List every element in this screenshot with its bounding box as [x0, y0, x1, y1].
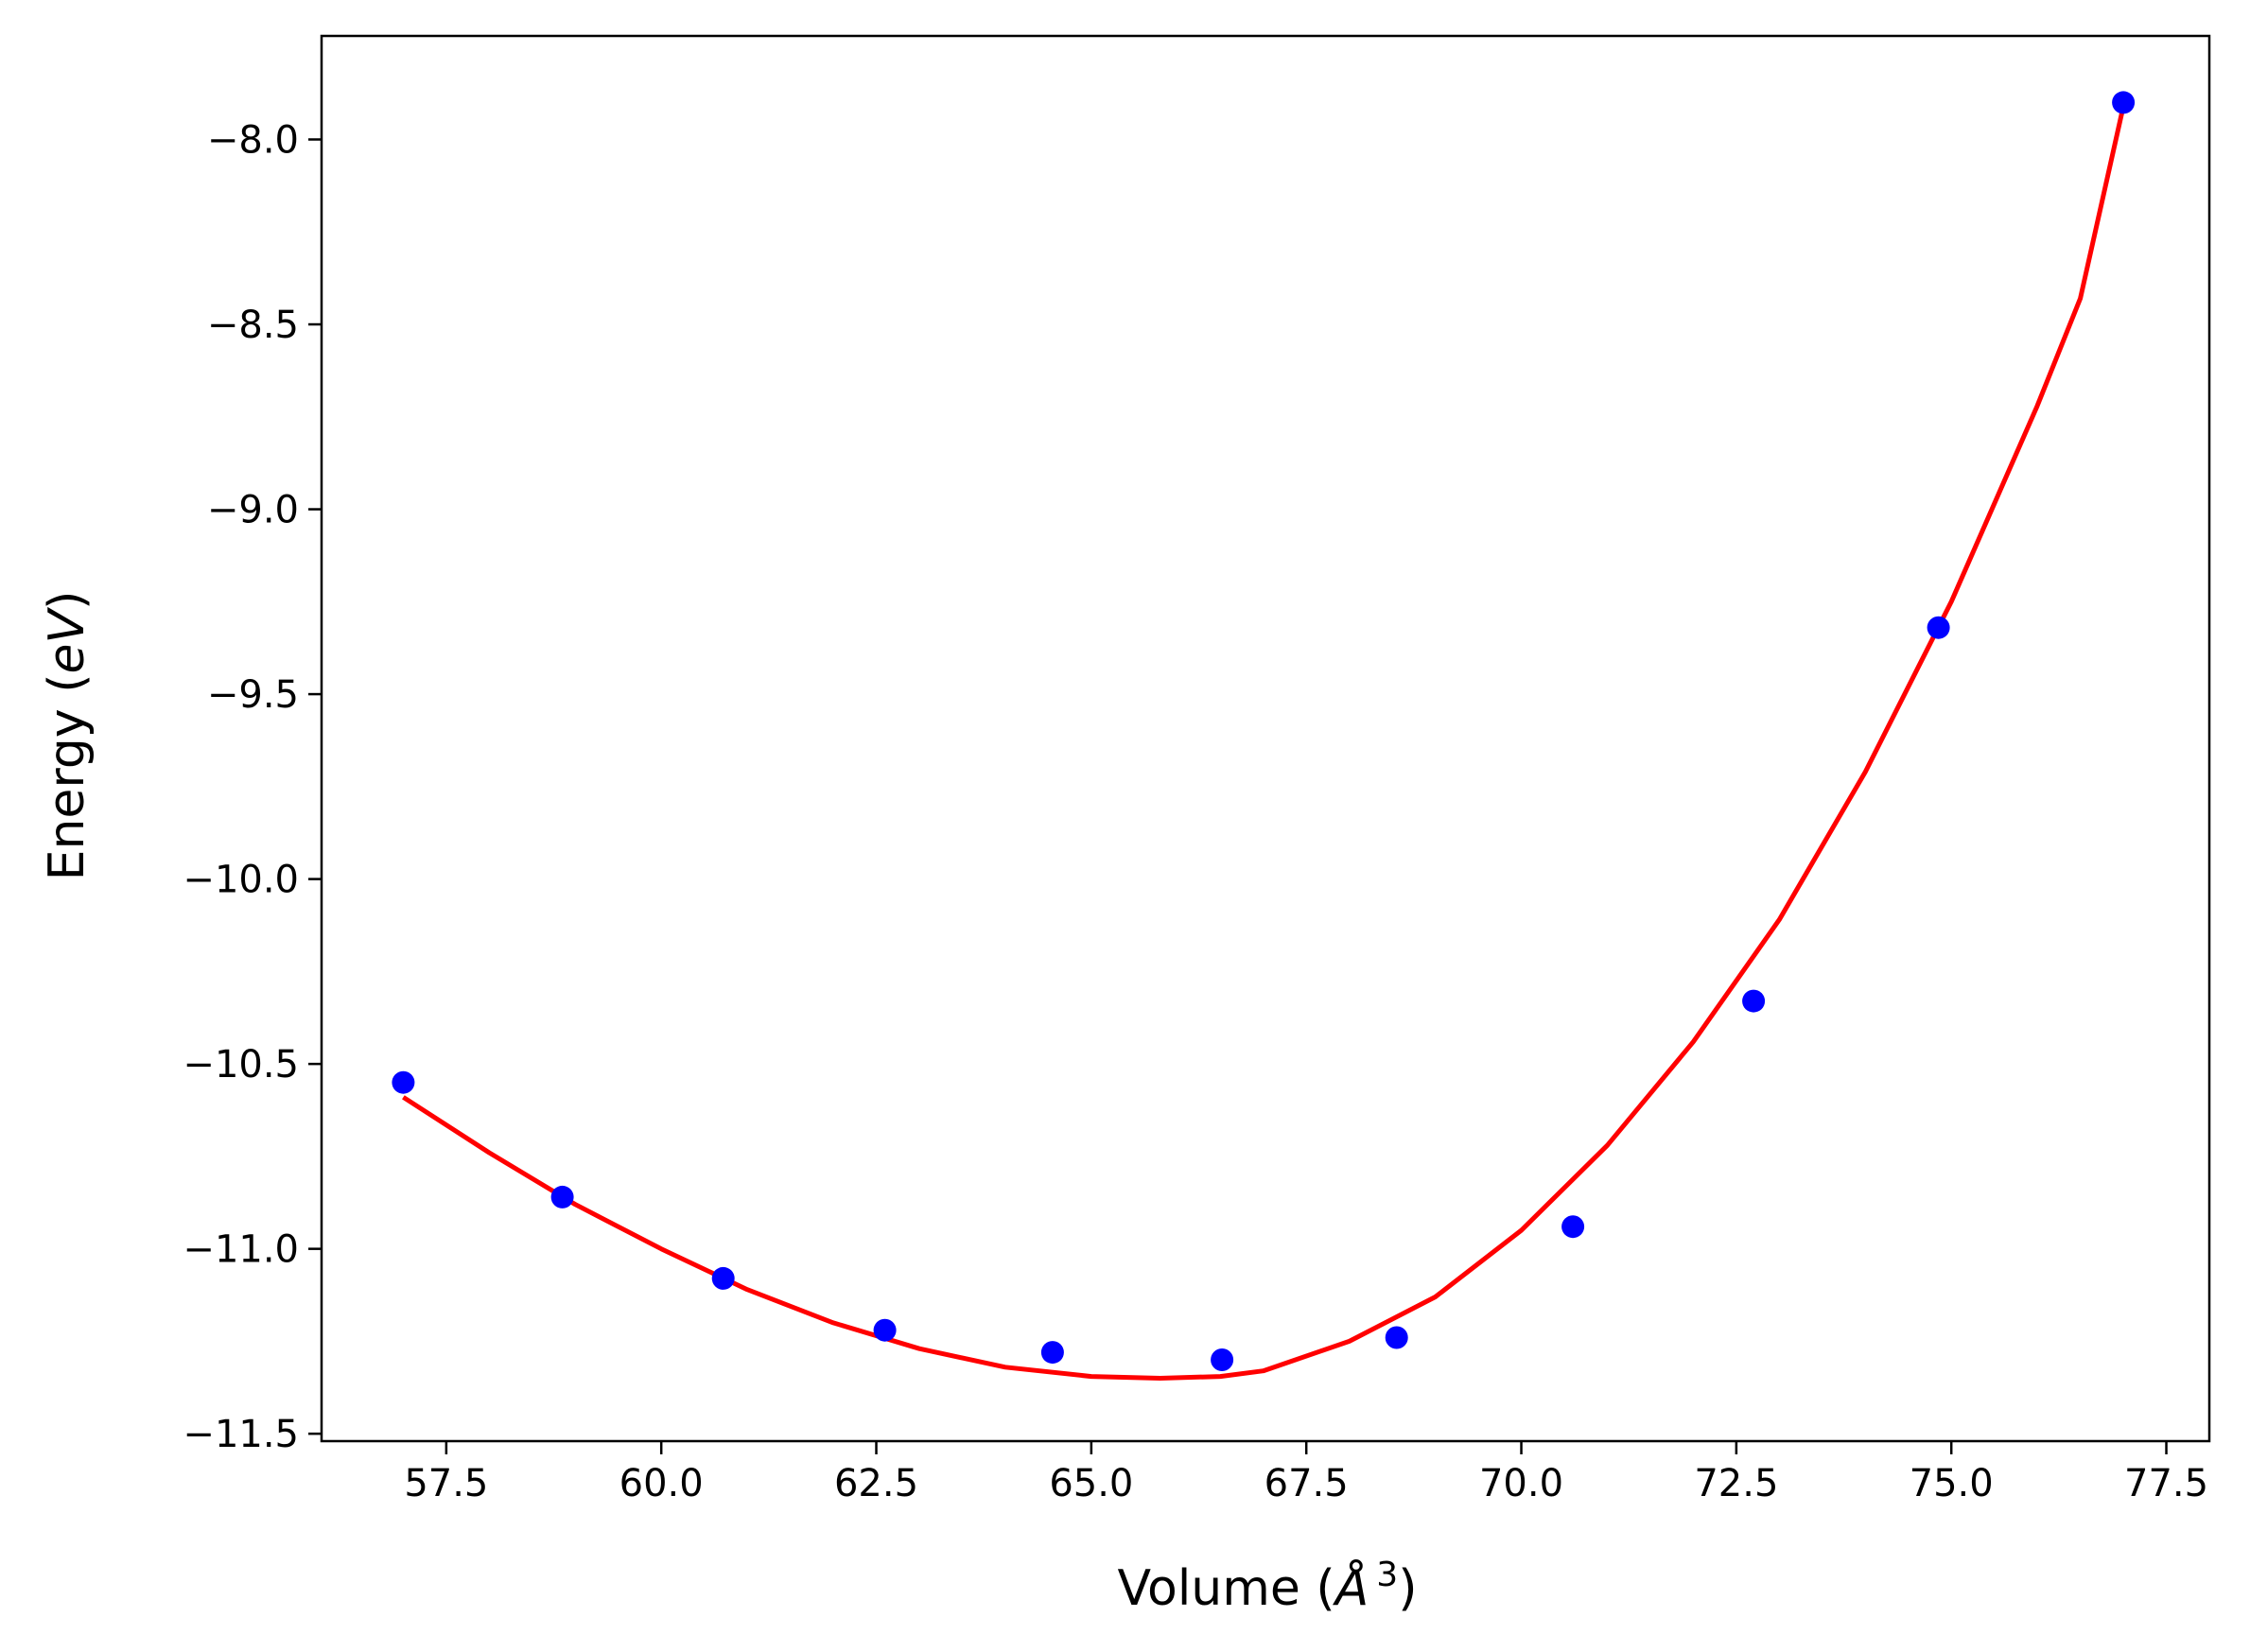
- data-point: [711, 1266, 735, 1290]
- data-point: [1040, 1341, 1064, 1365]
- x-axis-label-prefix: Volume (: [1118, 1560, 1335, 1617]
- y-tick-label: −11.5: [183, 1413, 299, 1456]
- data-point: [550, 1185, 574, 1209]
- x-tick-label: 77.5: [2124, 1462, 2208, 1505]
- y-tick-label: −9.0: [207, 489, 299, 532]
- data-point: [873, 1318, 897, 1342]
- y-axis-ticks: −8.0 −8.5 −9.0 −9.5 −10.0 −10.5 −11.0 −11.5: [183, 118, 322, 1456]
- x-tick-label: 57.5: [404, 1462, 488, 1505]
- x-axis-ticks: 57.5 60.0 62.5 65.0 67.5 70.0 72.5 75.0 77.5: [404, 1441, 2208, 1505]
- axes-frame: [320, 34, 2211, 1443]
- data-point: [2112, 91, 2136, 114]
- data-point: [1385, 1326, 1408, 1349]
- x-tick-label: 67.5: [1265, 1462, 1349, 1505]
- data-point: [1742, 989, 1766, 1013]
- x-tick-label: 75.0: [1910, 1462, 1994, 1505]
- y-axis-label-prefix: Energy (: [39, 674, 96, 881]
- x-tick-label: 60.0: [619, 1462, 704, 1505]
- plot-area: [392, 91, 2136, 1381]
- y-tick-label: −11.0: [183, 1228, 299, 1272]
- x-axis-label-unit: Å: [1333, 1558, 1369, 1617]
- y-axis-label: Energy (eV): [39, 591, 96, 881]
- x-tick-label: 72.5: [1694, 1462, 1778, 1505]
- y-tick-label: −10.0: [183, 859, 299, 902]
- y-tick-label: −10.5: [183, 1043, 299, 1087]
- x-axis-label: Volume (Å 3): [1118, 1556, 1418, 1617]
- y-tick-label: −9.5: [207, 673, 299, 717]
- x-axis-label-exponent: 3: [1376, 1556, 1398, 1594]
- data-point: [392, 1070, 415, 1094]
- x-tick-label: 62.5: [834, 1462, 918, 1505]
- y-axis-label-unit: eV: [39, 607, 96, 674]
- x-tick-label: 65.0: [1049, 1462, 1133, 1505]
- data-point: [1211, 1348, 1234, 1371]
- data-point: [1927, 616, 1950, 639]
- data-point: [1561, 1215, 1585, 1239]
- x-axis-label-suffix: ): [1398, 1560, 1417, 1617]
- y-tick-label: −8.5: [207, 304, 299, 347]
- y-tick-label: −8.0: [207, 118, 299, 162]
- y-axis-label-suffix: ): [39, 591, 96, 610]
- x-tick-label: 70.0: [1479, 1462, 1563, 1505]
